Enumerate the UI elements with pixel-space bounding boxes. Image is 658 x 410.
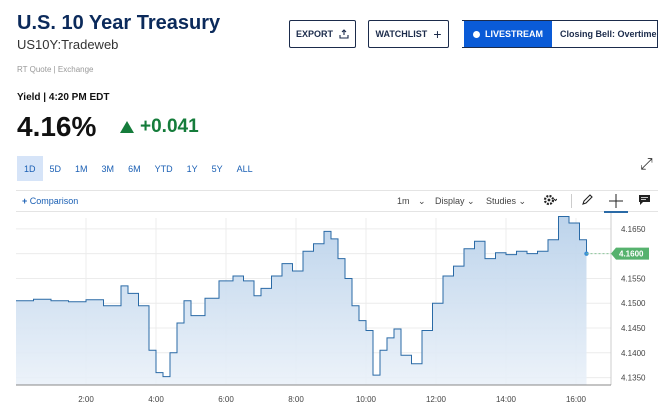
x-tick-label: 10:00 (356, 395, 377, 404)
y-axis: 4.1650 4.1600 4.1550 4.1500 4.1450 4.1400 4.13… (610, 213, 646, 385)
chart-area (16, 216, 587, 385)
price-change: +0.041 (120, 116, 199, 138)
chevron-down-icon: ⌄ (518, 196, 527, 206)
y-tick-label: 4.1550 (621, 274, 646, 283)
yield-chart[interactable]: 4.1650 4.1600 4.1550 4.1500 4.1450 4.1400 4.13… (16, 213, 658, 410)
chart-toolbar: + Comparison 1m ⌄ Display ⌄ Studies ⌄ (16, 190, 658, 213)
livestream-label: LIVESTREAM (484, 29, 543, 39)
range-tab[interactable]: 1D (17, 156, 43, 181)
ticker-symbol: US10Y:Tradeweb (17, 37, 119, 52)
x-tick-label: 4:00 (148, 395, 164, 404)
y-tick-label: 4.1400 (621, 349, 646, 358)
livestream-button[interactable]: LIVESTREAM (464, 21, 552, 47)
display-label: Display (435, 196, 465, 206)
crosshair-button[interactable] (604, 191, 628, 213)
y-tick-label: 4.1500 (621, 299, 646, 308)
range-tab[interactable]: 6M (128, 163, 141, 174)
up-arrow-icon (120, 121, 134, 133)
range-tab[interactable]: 5D (49, 163, 62, 174)
comment-icon (639, 195, 650, 205)
last-value-badge (611, 247, 649, 260)
comparison-label: Comparison (29, 196, 79, 206)
settings-button[interactable] (543, 193, 558, 209)
x-tick-label: 12:00 (426, 395, 447, 404)
y-tick-label: 4.1350 (621, 374, 646, 383)
range-tabs: 1D 5D 1M 3M 6M YTD 1Y 5Y ALL (17, 156, 260, 181)
chart-line (16, 216, 587, 378)
draw-button[interactable] (581, 194, 593, 208)
quote-meta: RT Quote | Exchange (17, 65, 94, 74)
x-axis: 2:00 4:00 6:00 8:00 10:00 12:00 14:00 16:00 (16, 384, 611, 404)
pencil-icon (582, 194, 593, 205)
export-icon (339, 29, 349, 39)
livestream-widget[interactable]: LIVESTREAM Closing Bell: Overtime (462, 20, 658, 48)
crosshair-icon (609, 194, 623, 208)
range-tab[interactable]: 5Y (211, 163, 223, 174)
range-tab[interactable]: ALL (236, 163, 253, 174)
watchlist-label: WATCHLIST (375, 29, 428, 39)
livestream-title[interactable]: Closing Bell: Overtime (560, 29, 657, 39)
watchlist-button[interactable]: WATCHLIST + (368, 20, 449, 48)
x-tick-label: 6:00 (218, 395, 234, 404)
live-dot-icon (472, 30, 480, 38)
comparison-button[interactable]: + Comparison (22, 196, 78, 206)
range-tab[interactable]: 1M (75, 163, 88, 174)
interval-select[interactable]: 1m ⌄ (397, 196, 426, 207)
gear-icon (543, 194, 558, 206)
x-tick-label: 16:00 (566, 395, 587, 404)
range-tab[interactable]: 3M (101, 163, 115, 174)
chevron-down-icon: ⌄ (418, 196, 426, 206)
chevron-down-icon: ⌄ (467, 196, 475, 206)
export-label: EXPORT (295, 29, 333, 39)
export-button[interactable]: EXPORT (289, 20, 356, 48)
x-tick-label: 8:00 (288, 395, 304, 404)
y-tick-label: 4.1450 (621, 324, 646, 333)
yield-label: Yield | 4:20 PM EDT (17, 92, 110, 103)
studies-label: Studies (486, 196, 517, 206)
x-tick-label: 14:00 (496, 395, 517, 404)
last-price: 4.16% (17, 111, 97, 142)
display-select[interactable]: Display ⌄ (435, 196, 475, 207)
interval-label: 1m (397, 196, 410, 206)
range-tab[interactable]: 1Y (186, 163, 198, 174)
studies-select[interactable]: Studies ⌄ (486, 196, 526, 207)
expand-icon[interactable]: ⤢ (640, 156, 653, 173)
y-tick-label: 4.1650 (621, 225, 646, 234)
plus-icon: + (22, 196, 28, 206)
comment-button[interactable] (638, 194, 651, 208)
x-tick-label: 2:00 (78, 395, 94, 404)
last-value-label: 4.1600 (619, 250, 644, 259)
page-title: U.S. 10 Year Treasury (17, 12, 221, 34)
plus-icon: + (433, 26, 442, 42)
change-value: +0.041 (140, 116, 199, 137)
range-tab[interactable]: YTD (154, 163, 173, 174)
toolbar-divider (571, 194, 572, 208)
last-value-tag: 4.1600 (586, 247, 649, 260)
